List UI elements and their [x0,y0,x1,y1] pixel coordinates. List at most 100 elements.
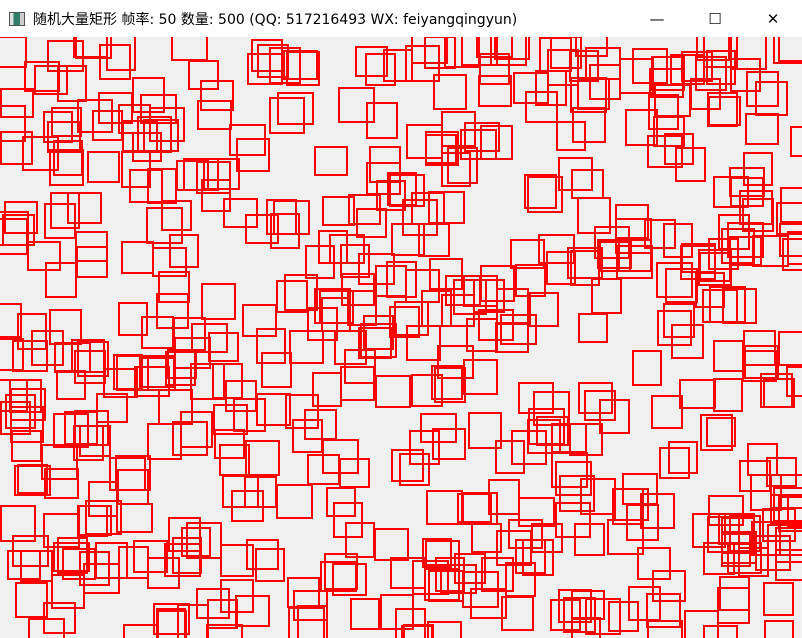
random-rectangle [518,382,554,414]
random-rectangle [776,202,802,235]
random-rectangle [468,412,502,449]
drawing-canvas [0,37,802,638]
random-rectangle [654,84,691,117]
random-rectangle [700,414,733,451]
random-rectangle [64,411,98,445]
random-rectangle [608,601,639,632]
random-rectangle [729,236,762,266]
random-rectangle [428,191,465,224]
random-rectangle [671,324,704,359]
title-bar[interactable]: 随机大量矩形 帧率: 50 数量: 500 (QQ: 517216493 WX:… [0,0,802,37]
random-rectangle [256,328,286,364]
random-rectangle [659,447,690,479]
random-rectangle [389,306,420,338]
random-rectangle [7,550,41,580]
random-rectangle [14,465,51,496]
random-rectangle [92,110,123,141]
random-rectangle [632,48,668,84]
random-rectangle [196,588,230,619]
random-rectangle [790,126,802,157]
random-rectangle [115,455,151,491]
random-rectangle [719,576,750,611]
random-rectangle [550,599,581,631]
random-rectangle [236,138,270,172]
random-rectangle [190,363,225,400]
random-rectangle [53,542,90,572]
random-rectangle [171,37,208,61]
random-rectangle [479,53,510,85]
random-rectangle [743,330,776,366]
random-rectangle [27,241,61,271]
random-rectangle [616,245,653,279]
random-rectangle [409,430,440,465]
random-rectangle [706,417,736,447]
random-rectangle [383,49,413,82]
random-rectangle [495,440,525,474]
random-rectangle [681,51,713,82]
random-rectangle [50,192,80,229]
random-rectangle [242,304,277,337]
random-rectangle [764,620,794,638]
maximize-button[interactable]: ☐ [708,9,722,28]
random-rectangle [15,582,48,618]
random-rectangle [426,490,463,525]
random-rectangle [0,131,33,165]
random-rectangle [743,152,773,186]
random-rectangle [559,475,595,512]
random-rectangle [201,283,236,320]
random-rectangle [577,78,610,110]
random-rectangle [49,149,84,186]
random-rectangle [140,94,177,124]
random-rectangle [713,378,743,412]
random-rectangle [747,443,778,476]
random-rectangle [571,617,601,638]
random-rectangle [332,563,367,596]
random-rectangle [546,251,576,285]
random-rectangle [434,367,466,403]
random-rectangle [767,524,802,556]
random-rectangle [0,37,27,68]
random-rectangle [223,198,258,228]
random-rectangle [0,303,22,338]
random-rectangle [424,37,456,69]
close-button[interactable]: ✕ [766,9,780,28]
random-rectangle [4,201,38,234]
random-rectangle [471,523,502,553]
random-rectangle [116,503,153,533]
random-rectangle [466,318,498,352]
random-rectangle [168,517,201,552]
random-rectangle [657,310,692,346]
random-rectangle [180,411,213,448]
random-rectangle [123,624,159,638]
random-rectangle [628,586,661,621]
random-rectangle [146,207,183,244]
random-rectangle [57,65,87,102]
random-rectangle [644,219,676,249]
random-rectangle [578,382,613,414]
random-rectangle [708,96,741,126]
random-rectangle [478,75,512,107]
random-rectangle [775,549,802,581]
random-rectangle [365,53,396,86]
random-rectangle [494,37,530,60]
random-rectangle [118,104,151,134]
random-rectangle [780,187,802,223]
random-rectangle [366,102,398,139]
random-rectangle [277,92,314,125]
random-rectangle [95,542,128,579]
random-rectangle [44,468,79,499]
minimize-button[interactable]: — [649,9,665,28]
random-rectangle [730,58,761,92]
random-rectangle [692,513,726,548]
random-rectangle [614,488,649,521]
random-rectangle [575,37,608,57]
random-rectangle [329,234,365,264]
random-rectangle [99,44,131,80]
random-rectangle [755,535,791,571]
random-rectangle [632,350,662,386]
random-rectangle [207,599,238,629]
random-rectangle [324,553,358,590]
random-rectangle [441,152,471,187]
random-rectangle [283,50,318,80]
random-rectangle [129,169,163,203]
